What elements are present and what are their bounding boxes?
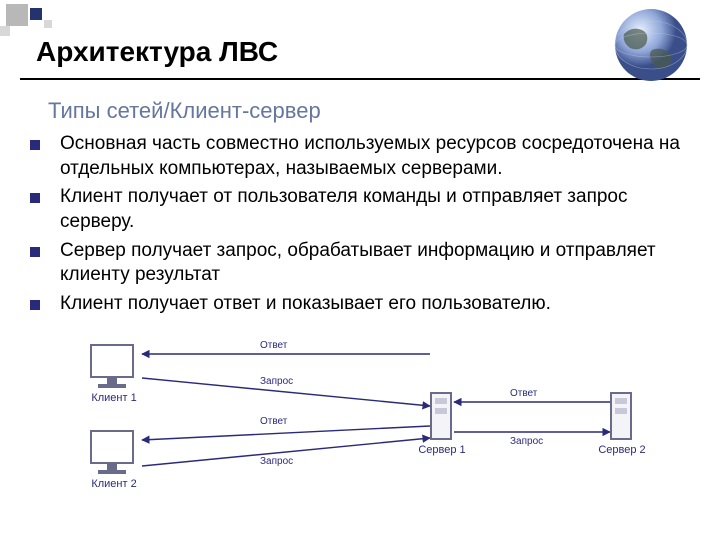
- bullet-icon: [30, 247, 40, 257]
- client-icon: [90, 430, 134, 474]
- bullet-text: Основная часть совместно используемых ре…: [60, 132, 700, 181]
- bullet-text: Сервер получает запрос, обрабатывает инф…: [60, 239, 700, 288]
- client-label: Клиент 1: [88, 392, 140, 404]
- globe-icon: [612, 6, 690, 84]
- page-title: Архитектура ЛВС: [20, 36, 700, 68]
- bullet-item: Сервер получает запрос, обрабатывает инф…: [30, 239, 700, 288]
- client-icon: [90, 344, 134, 388]
- bullet-item: Клиент получает ответ и показывает его п…: [30, 292, 700, 317]
- server-label: Сервер 2: [596, 444, 648, 456]
- bullet-icon: [30, 140, 40, 150]
- server-label: Сервер 1: [416, 444, 468, 456]
- bullet-icon: [30, 300, 40, 310]
- bullet-list: Основная часть совместно используемых ре…: [30, 132, 700, 321]
- bullet-text: Клиент получает от пользователя команды …: [60, 185, 700, 234]
- subtitle: Типы сетей/Клиент-сервер: [40, 94, 329, 128]
- client-server-diagram: ОтветЗапросОтветЗапросОтветЗапросКлиент …: [60, 338, 660, 518]
- title-bar: Архитектура ЛВС: [20, 36, 700, 80]
- bullet-text: Клиент получает ответ и показывает его п…: [60, 292, 551, 317]
- deco-square: [30, 8, 42, 20]
- deco-square: [6, 4, 28, 26]
- bullet-item: Основная часть совместно используемых ре…: [30, 132, 700, 181]
- client-label: Клиент 2: [88, 478, 140, 490]
- bullet-item: Клиент получает от пользователя команды …: [30, 185, 700, 234]
- deco-square: [0, 26, 10, 36]
- server-icon: [610, 392, 632, 440]
- server-icon: [430, 392, 452, 440]
- bullet-icon: [30, 193, 40, 203]
- deco-square: [44, 20, 52, 28]
